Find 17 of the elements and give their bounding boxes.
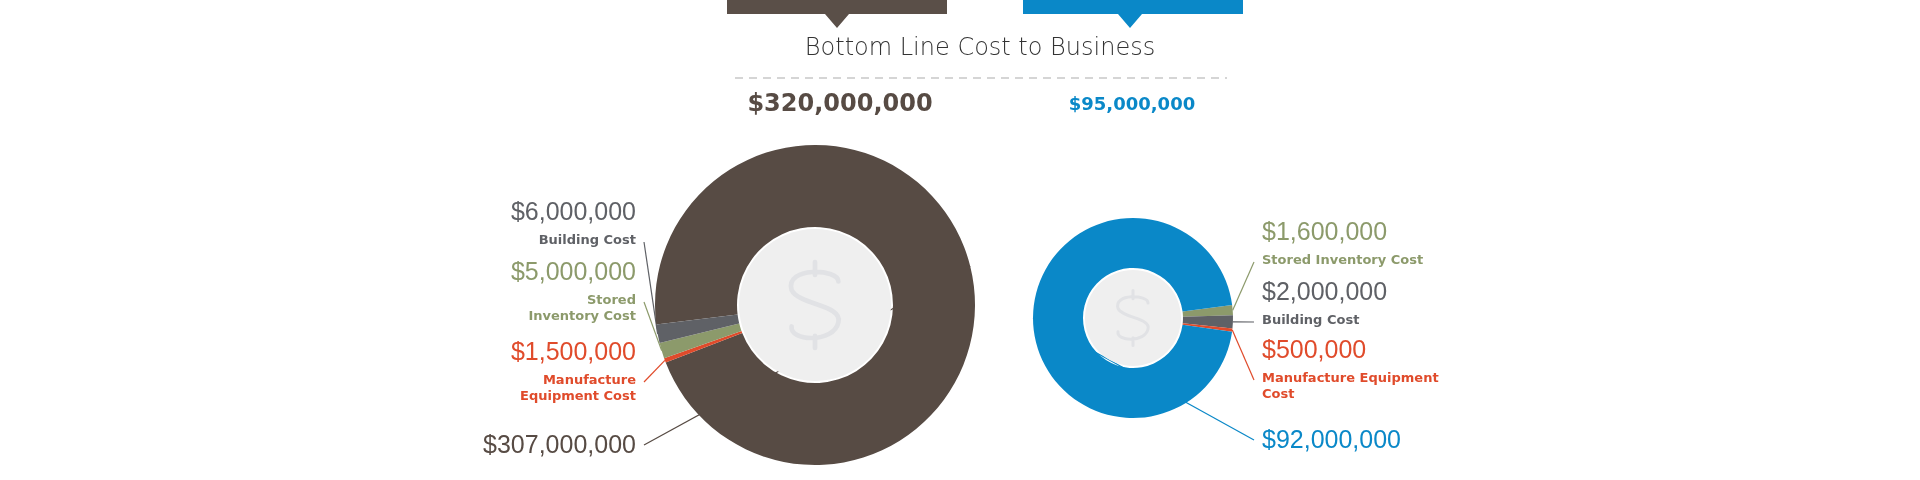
data-label: $500,000 xyxy=(1262,335,1367,363)
slice-label: Stored Inventory Cost xyxy=(528,292,636,323)
text: $320,000,000 xyxy=(747,89,933,117)
data-label: $5,000,000 xyxy=(510,257,636,285)
chart-title: Bottom Line Cost to Business xyxy=(804,33,1156,61)
data-label: $1,500,000 xyxy=(510,337,636,365)
data-label: $92,000,000 xyxy=(1262,425,1402,453)
text: $95,000,000 xyxy=(1068,92,1196,114)
slice-label: Building Cost xyxy=(538,232,636,247)
slice-label: Manufacture Equipment Cost xyxy=(520,372,637,403)
data-label: $6,000,000 xyxy=(510,197,636,225)
data-label: $1,600,000 xyxy=(1262,217,1388,245)
slice-label: Manufacture Equipment Cost xyxy=(1262,370,1439,401)
slice-label: Building Cost xyxy=(1262,312,1360,327)
slice-label: Stored Inventory Cost xyxy=(1262,252,1424,267)
data-label: $2,000,000 xyxy=(1262,277,1388,305)
data-label: $307,000,000 xyxy=(483,430,636,458)
